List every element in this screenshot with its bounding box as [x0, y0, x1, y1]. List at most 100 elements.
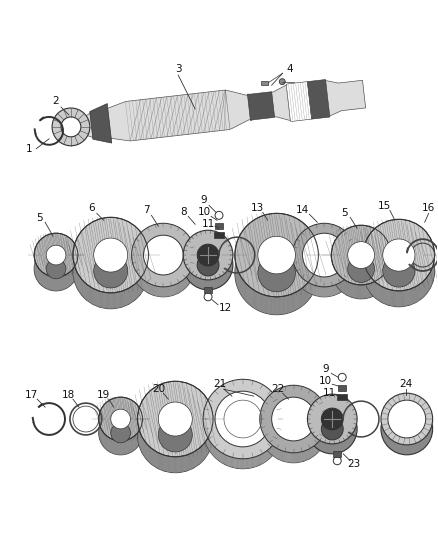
Ellipse shape [331, 239, 391, 299]
Ellipse shape [73, 233, 148, 309]
Ellipse shape [46, 259, 66, 279]
Polygon shape [404, 290, 405, 306]
Polygon shape [113, 440, 114, 454]
Polygon shape [136, 282, 137, 298]
Polygon shape [250, 287, 251, 305]
Polygon shape [108, 437, 109, 451]
Polygon shape [366, 270, 367, 287]
Polygon shape [240, 276, 241, 295]
Polygon shape [298, 290, 299, 309]
Ellipse shape [183, 240, 233, 290]
Polygon shape [395, 290, 396, 306]
Polygon shape [311, 278, 312, 296]
Polygon shape [135, 434, 136, 449]
Polygon shape [158, 453, 159, 469]
Polygon shape [106, 293, 107, 309]
Polygon shape [250, 458, 251, 468]
Polygon shape [378, 285, 379, 301]
Polygon shape [204, 442, 205, 459]
Polygon shape [345, 280, 346, 294]
Polygon shape [262, 454, 263, 464]
Polygon shape [89, 286, 90, 303]
Polygon shape [154, 286, 155, 296]
Polygon shape [325, 287, 326, 297]
Ellipse shape [303, 243, 346, 287]
Polygon shape [305, 450, 306, 461]
Polygon shape [385, 272, 386, 287]
Polygon shape [162, 455, 163, 471]
Polygon shape [275, 447, 276, 458]
Polygon shape [368, 274, 369, 290]
Circle shape [333, 457, 341, 465]
Polygon shape [68, 273, 69, 287]
Polygon shape [380, 286, 381, 302]
Polygon shape [428, 274, 429, 291]
Polygon shape [141, 435, 142, 453]
Polygon shape [181, 281, 182, 292]
Polygon shape [331, 286, 332, 296]
Polygon shape [199, 448, 200, 464]
Polygon shape [388, 289, 389, 305]
Polygon shape [411, 288, 412, 305]
Polygon shape [349, 282, 350, 296]
Polygon shape [39, 269, 40, 284]
Polygon shape [267, 296, 268, 314]
Polygon shape [221, 453, 222, 463]
Polygon shape [137, 272, 138, 284]
Polygon shape [95, 289, 96, 306]
Polygon shape [192, 452, 193, 469]
Circle shape [338, 373, 346, 381]
Polygon shape [299, 290, 300, 308]
Polygon shape [400, 291, 401, 306]
Polygon shape [303, 451, 304, 462]
Polygon shape [267, 440, 268, 451]
Text: 23: 23 [347, 459, 361, 469]
Polygon shape [237, 458, 239, 469]
Polygon shape [415, 287, 416, 303]
Polygon shape [379, 285, 380, 302]
Polygon shape [200, 447, 201, 463]
Polygon shape [249, 286, 250, 305]
Polygon shape [143, 279, 144, 290]
Ellipse shape [215, 401, 271, 457]
Polygon shape [219, 451, 220, 462]
Polygon shape [247, 458, 249, 469]
Polygon shape [226, 455, 227, 465]
Polygon shape [190, 453, 191, 470]
Polygon shape [260, 455, 261, 465]
Polygon shape [301, 288, 302, 307]
Polygon shape [379, 278, 380, 293]
Polygon shape [283, 296, 284, 314]
Polygon shape [279, 434, 280, 445]
Polygon shape [266, 295, 267, 313]
Polygon shape [142, 279, 143, 289]
Polygon shape [214, 446, 215, 457]
Polygon shape [265, 451, 266, 462]
Polygon shape [254, 457, 255, 467]
Polygon shape [145, 281, 146, 292]
Polygon shape [290, 294, 292, 312]
Polygon shape [310, 283, 311, 294]
Polygon shape [271, 446, 272, 457]
Polygon shape [366, 285, 367, 298]
Polygon shape [279, 297, 280, 314]
Polygon shape [220, 451, 221, 462]
Polygon shape [125, 440, 126, 454]
Polygon shape [205, 441, 206, 458]
Polygon shape [312, 275, 313, 294]
Text: 5: 5 [341, 208, 347, 219]
Polygon shape [338, 385, 346, 391]
Polygon shape [318, 286, 319, 296]
Polygon shape [166, 456, 167, 472]
Polygon shape [104, 433, 105, 448]
Polygon shape [163, 287, 164, 297]
Polygon shape [120, 292, 121, 308]
Polygon shape [157, 452, 158, 469]
Polygon shape [108, 293, 109, 309]
Polygon shape [396, 291, 397, 306]
Polygon shape [71, 270, 72, 285]
Polygon shape [409, 289, 410, 305]
Polygon shape [283, 451, 284, 462]
Ellipse shape [331, 225, 391, 285]
Polygon shape [403, 290, 404, 306]
